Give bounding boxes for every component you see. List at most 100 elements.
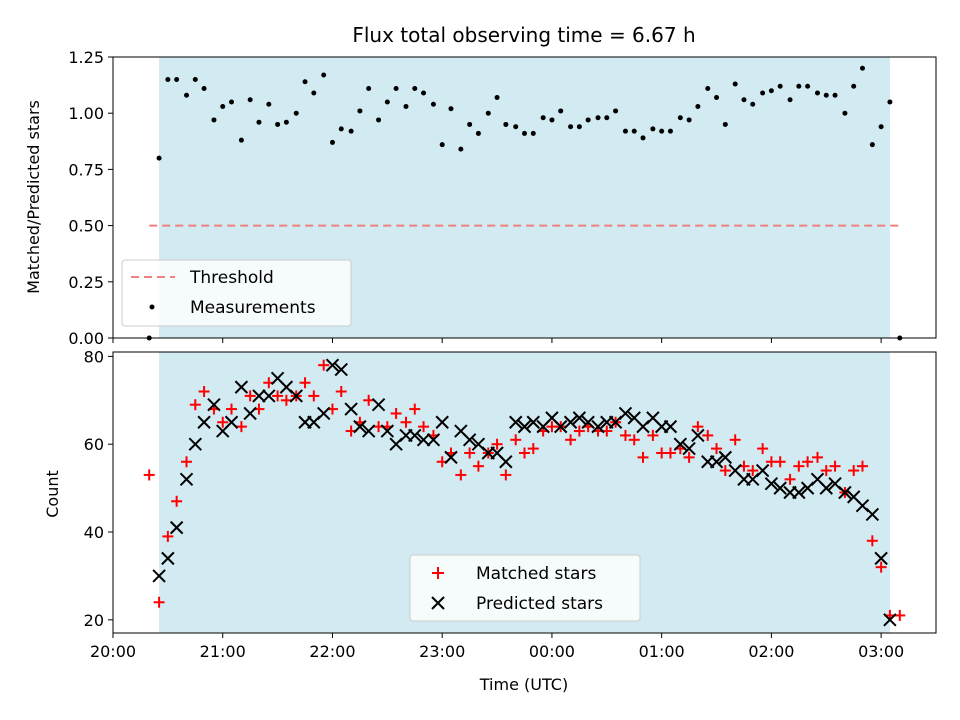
predicted-star-point [792, 485, 806, 500]
predicted-star-point [289, 389, 303, 403]
predicted-star-point [361, 424, 376, 438]
predicted-star-point [416, 433, 431, 447]
matched-star-point [400, 416, 412, 428]
matched-star-point [162, 530, 174, 542]
matched-star-point [875, 561, 887, 573]
legend-measurements-swatch [149, 304, 155, 310]
measurement-point [275, 121, 281, 127]
bottom-y-ticks: 20 40 60 80 [84, 347, 113, 630]
predicted-star-point [334, 362, 348, 377]
measurement-point [558, 108, 564, 114]
measurement-point [458, 146, 464, 152]
matched-star-point [280, 394, 292, 406]
predicted-star-point [408, 428, 422, 443]
measurement-point [439, 142, 445, 148]
measurement-point [741, 97, 747, 103]
matched-star-point [171, 495, 183, 507]
predicted-star-point [618, 406, 633, 421]
matched-star-point [747, 465, 759, 477]
top-y-tick-label: 0.75 [68, 160, 104, 179]
chart-title: Flux total observing time = 6.67 h [352, 23, 695, 47]
predicted-star-point [353, 419, 367, 434]
matched-star-point [692, 421, 704, 433]
predicted-star-point [581, 415, 595, 429]
measurement-point [714, 94, 720, 100]
matched-star-point [856, 460, 868, 472]
matched-star-point [848, 465, 860, 477]
predicted-star-point [243, 406, 257, 421]
measurement-point [823, 92, 829, 98]
predicted-star-point [252, 389, 266, 403]
measurement-point [302, 79, 308, 85]
measurement-point [229, 99, 235, 105]
measurement-point [421, 90, 427, 96]
predicted-star-point [563, 415, 578, 429]
matched-star-point [226, 403, 238, 415]
predicted-star-point [316, 406, 331, 421]
predicted-star-point [444, 450, 458, 465]
matched-star-point [308, 390, 320, 402]
measurement-point [475, 130, 481, 136]
legend-predicted-swatch [431, 596, 445, 610]
legend-matched-label: Matched stars [476, 564, 596, 584]
measurement-point [613, 108, 619, 114]
predicted-star-point [591, 419, 605, 434]
predicted-star-point [517, 419, 532, 434]
measurement-point [805, 83, 811, 89]
predicted-star-point [572, 411, 587, 425]
measurement-point [192, 76, 198, 82]
measurement-point [448, 106, 454, 112]
bottom-y-tick-label: 60 [84, 435, 104, 454]
matched-star-point [519, 447, 530, 459]
x-tick-label: 03:00 [858, 642, 904, 661]
measurement-point [540, 115, 546, 121]
top-y-tick-label: 0.00 [68, 329, 104, 348]
bottom-y-axis-label: Count [43, 470, 62, 518]
x-tick-label: 22:00 [309, 642, 355, 661]
measurement-point [503, 121, 509, 127]
measurement-point [640, 135, 646, 141]
measurement-points [146, 65, 903, 341]
top-y-ticks: 0.00 0.25 0.50 0.75 1.00 1.25 [68, 48, 113, 348]
predicted-star-point [883, 613, 897, 627]
measurement-point [156, 155, 162, 161]
matched-star-point [811, 451, 823, 463]
predicted-star-point [718, 450, 733, 465]
measurement-point [247, 97, 253, 103]
measurement-point [604, 115, 610, 121]
predicted-star-point [462, 433, 477, 447]
matched-star-point [272, 390, 284, 402]
measurement-point [403, 103, 409, 109]
matched-star-point [363, 394, 375, 406]
matched-star-point [565, 434, 577, 446]
predicted-star-point [179, 472, 194, 487]
measurement-point [384, 99, 390, 105]
measurement-point [667, 128, 673, 134]
x-tick-label: 21:00 [200, 642, 246, 661]
measurement-point [549, 117, 555, 123]
measurement-point [338, 126, 344, 132]
measurement-point [348, 128, 354, 134]
measurement-point [732, 81, 738, 87]
predicted-star-point [874, 551, 888, 566]
matched-star-point [802, 456, 814, 468]
matched-star-point [628, 434, 640, 446]
legend-threshold-label: Threshold [189, 268, 274, 288]
x-tick-label: 00:00 [529, 642, 575, 661]
bottom-y-tick-label: 40 [84, 523, 104, 542]
measurement-point [283, 119, 289, 125]
predicted-star-point [819, 481, 833, 495]
x-tick-label: 02:00 [748, 642, 794, 661]
measurement-point [165, 76, 171, 82]
legend-measurements-label: Measurements [190, 298, 316, 318]
bottom-subplot: 20 40 60 80 20:00 21:00 22:00 23:00 00:00 01:00 0… [43, 347, 937, 694]
matched-star-point [409, 403, 421, 415]
measurement-point [201, 85, 207, 91]
predicted-star-point [838, 485, 852, 500]
matched-star-point [829, 460, 841, 472]
matched-star-point [510, 434, 522, 446]
matched-star-point [702, 429, 714, 441]
predicted-star-point [371, 397, 386, 412]
predicted-star-point [188, 437, 203, 451]
measurement-point [796, 83, 802, 89]
